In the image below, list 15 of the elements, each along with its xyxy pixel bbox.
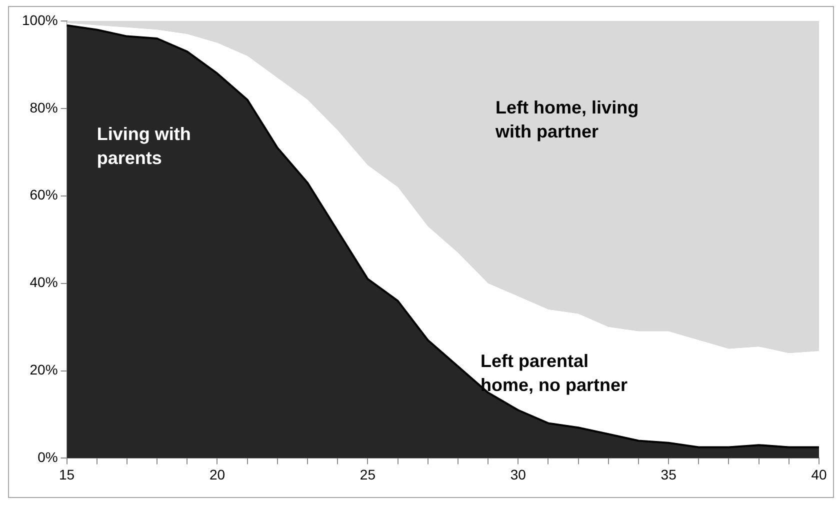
y-tick-label: 20%	[30, 362, 58, 378]
y-tick-label: 100%	[22, 12, 58, 28]
x-tick-label: 30	[510, 466, 526, 482]
series-label: Left parental home, no partner	[480, 351, 628, 396]
series-label: Living with parents	[96, 124, 191, 168]
y-tick-label: 60%	[30, 186, 58, 203]
y-tick-label: 80%	[30, 99, 58, 116]
x-tick-label: 25	[360, 466, 376, 482]
x-tick-label: 20	[209, 466, 226, 482]
x-tick-label: 35	[660, 466, 677, 482]
y-tick-label: 0%	[38, 449, 58, 466]
x-tick-label: 15	[59, 466, 75, 482]
series-label: Left home, living with partner	[494, 98, 639, 142]
y-tick-label: 40%	[30, 274, 58, 290]
x-tick-label: 40	[811, 466, 827, 482]
